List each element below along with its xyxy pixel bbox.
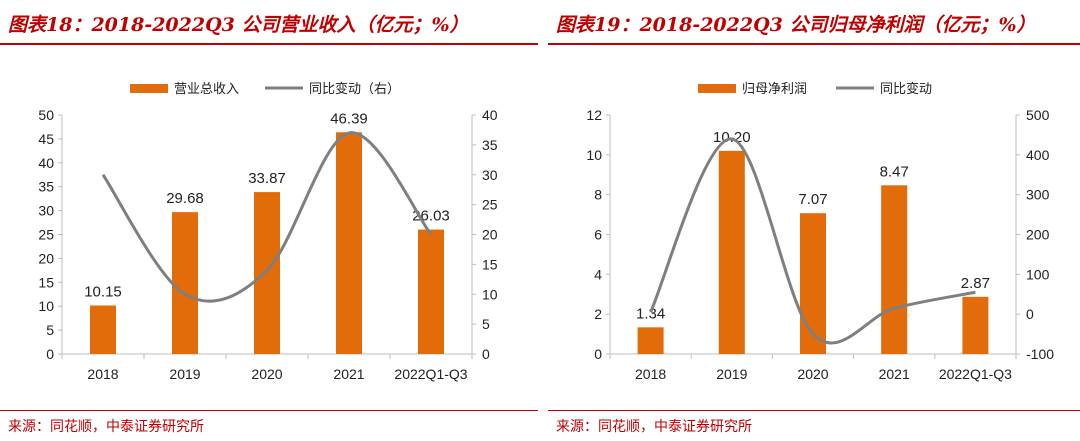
bar-data-label: 46.39 xyxy=(330,110,368,127)
x-tick-label: 2022Q1-Q3 xyxy=(394,366,467,382)
left-tick-label: 8 xyxy=(594,187,602,203)
bar xyxy=(172,212,198,354)
left-tick-label: 0 xyxy=(46,346,54,362)
left-tick-label: 0 xyxy=(594,346,602,362)
right-tick-label: 40 xyxy=(482,107,498,123)
x-tick-label: 2019 xyxy=(169,366,200,382)
chart-source: 来源：同花顺，中泰证券研究所 xyxy=(8,419,204,435)
legend-label: 同比变动（右） xyxy=(309,81,400,96)
right-tick-label: -100 xyxy=(1026,346,1054,362)
legend-label: 归母净利润 xyxy=(742,81,807,96)
right-tick-label: 200 xyxy=(1026,227,1050,243)
x-tick-label: 2018 xyxy=(87,366,118,382)
left-tick-label: 30 xyxy=(38,203,54,219)
net-profit-chart-panel: 图表19：2018-2022Q3 公司归母净利润（亿元；%） 归母净利润 同比变动… xyxy=(548,0,1080,441)
legend-label: 同比变动 xyxy=(880,81,932,96)
left-tick-label: 6 xyxy=(594,227,602,243)
yoy-change-line xyxy=(649,137,976,345)
right-tick-label: 15 xyxy=(482,256,498,272)
legend-label: 营业总收入 xyxy=(174,81,239,96)
bar xyxy=(962,296,989,354)
right-tick-label: 0 xyxy=(1026,306,1034,322)
x-tick-label: 2022Q1-Q3 xyxy=(939,366,1012,382)
left-tick-label: 50 xyxy=(38,107,54,123)
left-tick-label: 45 xyxy=(38,131,54,147)
right-tick-label: 10 xyxy=(482,286,498,302)
left-tick-label: 10 xyxy=(586,147,602,163)
legend-bar-swatch xyxy=(698,84,736,93)
right-tick-label: 30 xyxy=(482,167,498,183)
right-tick-label: 0 xyxy=(482,346,490,362)
left-tick-label: 2 xyxy=(594,306,602,322)
left-tick-label: 5 xyxy=(46,322,54,338)
x-tick-label: 2018 xyxy=(635,366,666,382)
right-tick-label: 5 xyxy=(482,316,490,332)
x-tick-label: 2019 xyxy=(716,366,747,382)
x-tick-label: 2020 xyxy=(797,366,828,382)
bar-data-label: 10.20 xyxy=(713,129,751,146)
chart-title: 图表19：2018-2022Q3 公司归母净利润（亿元；%） xyxy=(556,14,1036,36)
revenue-chart-panel: 图表18：2018-2022Q3 公司营业收入（亿元；%） 营业总收入 同比变动（… xyxy=(0,0,538,441)
left-tick-label: 10 xyxy=(38,298,54,314)
right-tick-label: 100 xyxy=(1026,266,1050,282)
source-divider xyxy=(0,410,538,411)
bar xyxy=(90,305,116,354)
bar xyxy=(336,132,362,354)
right-tick-label: 400 xyxy=(1026,147,1050,163)
bar-data-label: 10.15 xyxy=(84,283,122,300)
bar xyxy=(418,229,444,354)
chart-source: 来源：同花顺，中泰证券研究所 xyxy=(556,419,752,435)
left-tick-label: 20 xyxy=(38,250,54,266)
yoy-change-line xyxy=(101,131,433,303)
source-divider xyxy=(548,410,1080,411)
left-tick-label: 35 xyxy=(38,179,54,195)
legend-bar-swatch xyxy=(130,84,168,93)
bar-data-label: 29.68 xyxy=(166,190,204,207)
bar-data-label: 33.87 xyxy=(248,170,286,187)
right-tick-label: 300 xyxy=(1026,187,1050,203)
left-tick-label: 12 xyxy=(586,107,602,123)
left-tick-label: 40 xyxy=(38,155,54,171)
bar-data-label: 7.07 xyxy=(798,191,827,208)
right-tick-label: 20 xyxy=(482,227,498,243)
bar xyxy=(881,185,908,354)
bar xyxy=(718,150,745,354)
left-tick-label: 4 xyxy=(594,266,602,282)
left-tick-label: 15 xyxy=(38,274,54,290)
x-tick-label: 2020 xyxy=(251,366,282,382)
chart-title: 图表18：2018-2022Q3 公司营业收入（亿元；%） xyxy=(8,14,469,36)
right-tick-label: 35 xyxy=(482,137,498,153)
bar-data-label: 8.47 xyxy=(880,163,909,180)
bar xyxy=(254,192,280,354)
right-tick-label: 500 xyxy=(1026,107,1050,123)
bar-data-label: 2.87 xyxy=(961,275,990,292)
x-tick-label: 2021 xyxy=(879,366,910,382)
title-divider xyxy=(548,43,1080,45)
bar xyxy=(637,327,664,354)
bar-data-label: 1.34 xyxy=(636,305,665,322)
revenue-chart: 营业总收入 同比变动（右） 0 5 10 15 20 25 30 35 40 45 50 0 5 10 15 20… xyxy=(38,81,498,382)
net-profit-chart: 归母净利润 同比变动 0 2 4 6 8 10 12 -100 0 100 200 300 400 500 20… xyxy=(586,81,1054,382)
bar xyxy=(800,213,826,354)
right-tick-label: 25 xyxy=(482,197,498,213)
x-tick-label: 2021 xyxy=(333,366,364,382)
title-divider xyxy=(0,43,538,45)
left-tick-label: 25 xyxy=(38,227,54,243)
